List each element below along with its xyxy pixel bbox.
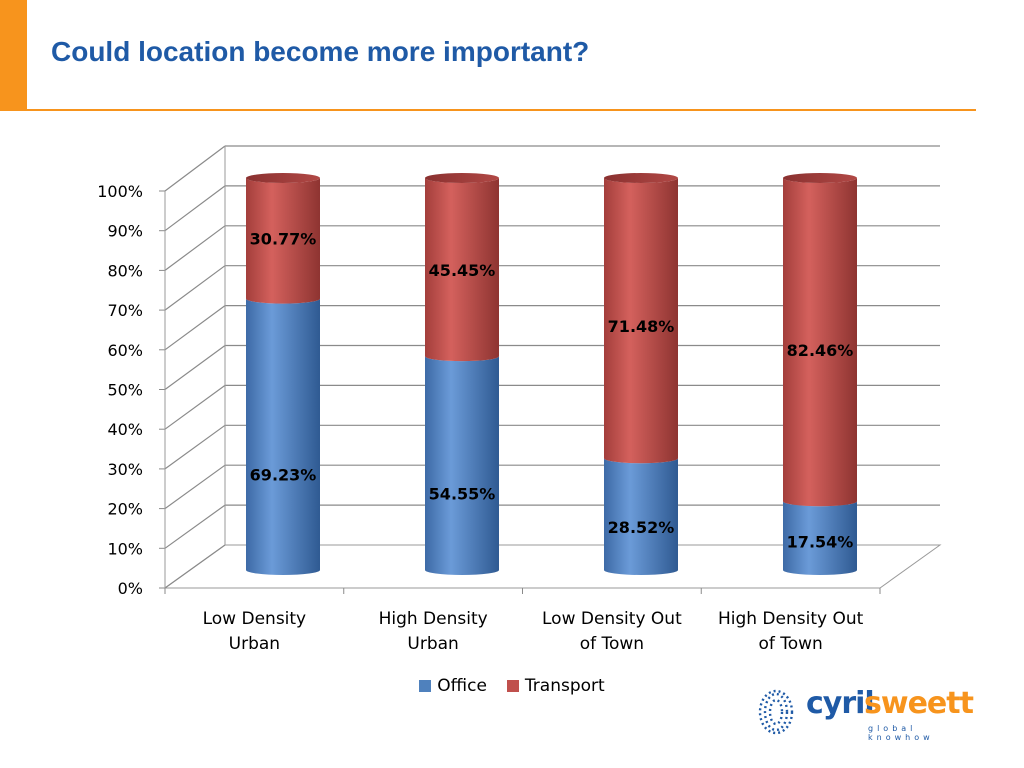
wall-gridline	[164, 145, 226, 192]
logo-word-sweett: sweett	[864, 686, 974, 721]
bar-office-2	[604, 458, 678, 575]
wall-gridline	[164, 464, 226, 510]
cylinder-top-cap	[425, 173, 499, 183]
y-tick-label: 30%	[107, 460, 143, 479]
logo-mark-icon	[758, 689, 794, 735]
bar-transport-3	[783, 178, 857, 507]
wall-gridline	[164, 424, 226, 470]
bar-transport-0	[246, 178, 320, 304]
title-divider	[27, 109, 976, 111]
transport-swatch	[506, 680, 519, 692]
y-tick-label: 80%	[107, 261, 143, 280]
x-category-label: of Town	[758, 634, 822, 654]
cylinder-top-cap	[604, 173, 678, 183]
legend-label-transport: Transport	[524, 676, 605, 696]
x-category-label: Low Density	[203, 609, 307, 629]
data-label-transport: 30.77%	[250, 229, 317, 248]
wall-gridline	[164, 384, 226, 430]
x-category-label: of Town	[580, 634, 644, 654]
bar-transport-1	[425, 178, 499, 362]
y-tick-label: 20%	[107, 500, 143, 519]
slide-title: Could location become more important?	[51, 36, 590, 67]
wall-gridline	[164, 544, 226, 589]
chart-legend: Office Transport	[0, 676, 1024, 696]
y-tick-label: 60%	[107, 341, 143, 360]
data-label-transport: 45.45%	[429, 261, 496, 280]
wall-gridline	[164, 305, 226, 351]
y-tick-label: 100%	[97, 182, 143, 201]
legend-item-office: Office	[419, 676, 487, 696]
y-tick-label: 0%	[118, 579, 143, 598]
office-swatch	[419, 680, 432, 692]
x-category-label: Urban	[229, 634, 280, 654]
cylinder-top-cap	[246, 173, 320, 183]
data-label-transport: 71.48%	[608, 317, 675, 336]
logo-word-cyril: cyril	[806, 686, 875, 721]
wall-gridline	[164, 225, 226, 271]
y-tick-label: 70%	[107, 301, 143, 320]
bar-office-1	[425, 356, 499, 575]
y-tick-label: 10%	[107, 539, 143, 558]
wall-gridline	[164, 265, 226, 311]
x-category-label: Urban	[407, 634, 458, 654]
data-label-transport: 82.46%	[787, 341, 854, 360]
y-tick-label: 50%	[107, 381, 143, 400]
accent-bar	[0, 0, 27, 111]
wall-gridline	[164, 504, 226, 549]
legend-item-transport: Transport	[506, 676, 605, 696]
data-label-office: 17.54%	[787, 532, 854, 551]
bar-transport-2	[604, 178, 678, 464]
bar-office-0	[246, 298, 320, 575]
y-tick-label: 90%	[107, 222, 143, 241]
data-label-office: 28.52%	[608, 518, 675, 537]
data-label-office: 69.23%	[250, 465, 317, 484]
bar-office-3	[783, 501, 857, 575]
x-category-label: High Density	[379, 609, 488, 629]
x-category-label: High Density Out	[718, 609, 864, 629]
data-label-office: 54.55%	[429, 484, 496, 503]
y-tick-label: 40%	[107, 420, 143, 439]
wall-gridline	[164, 185, 226, 232]
logo-tagline: global knowhow	[868, 724, 934, 742]
wall-gridline	[164, 345, 226, 390]
legend-label-office: Office	[437, 676, 487, 696]
cylinder-top-cap	[783, 173, 857, 183]
x-category-label: Low Density Out	[542, 609, 682, 629]
company-logo: cyril sweett global knowhow	[754, 684, 984, 744]
